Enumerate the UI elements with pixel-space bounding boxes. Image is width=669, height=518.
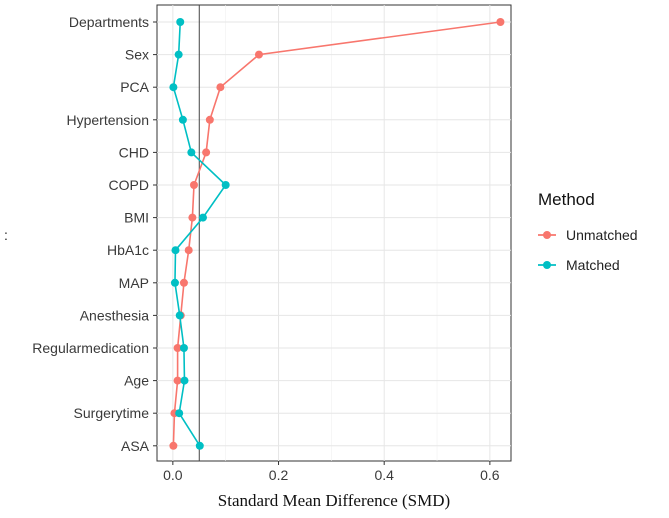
y-label: Age xyxy=(124,373,149,389)
y-label: BMI xyxy=(124,210,149,226)
y-label: PCA xyxy=(120,79,149,95)
y-label: HbA1c xyxy=(107,242,149,258)
series-matched xyxy=(169,18,230,450)
data-point xyxy=(254,50,263,59)
data-point xyxy=(173,344,182,352)
y-axis-labels: Departments Sex PCA Hypertension CHD COPD BMI H… xyxy=(32,14,157,454)
plot-panel xyxy=(156,4,512,462)
legend: Method Unmatched Matched xyxy=(538,190,638,273)
data-point xyxy=(198,213,207,222)
data-point xyxy=(178,115,187,124)
x-tick-label: 0.0 xyxy=(163,467,183,483)
data-point xyxy=(173,376,182,385)
grid-lines xyxy=(157,5,511,461)
data-point xyxy=(187,148,196,157)
data-point xyxy=(174,50,183,59)
y-label: COPD xyxy=(109,177,149,193)
data-point xyxy=(170,278,179,287)
y-label: Sex xyxy=(125,47,149,63)
y-label: Surgerytime xyxy=(74,405,150,421)
data-point xyxy=(171,246,180,255)
data-point xyxy=(496,18,505,26)
data-point xyxy=(216,83,225,92)
data-point xyxy=(221,181,230,189)
data-point xyxy=(169,83,178,92)
x-axis-title: Standard Mean Difference (SMD) xyxy=(218,491,450,510)
data-point xyxy=(184,246,193,255)
data-point xyxy=(176,18,185,26)
legend-key-point xyxy=(543,231,551,239)
y-label: ASA xyxy=(121,438,150,454)
data-point xyxy=(195,441,204,450)
x-axis-ticks: 0.0 0.2 0.4 0.6 xyxy=(163,461,500,483)
series-line-unmatched xyxy=(172,21,501,446)
data-point xyxy=(179,278,188,287)
data-point xyxy=(188,213,197,222)
stray-colon-label: : xyxy=(4,227,8,243)
data-point xyxy=(175,409,184,418)
x-tick-label: 0.6 xyxy=(480,467,500,483)
y-label: Anesthesia xyxy=(80,307,149,323)
legend-item-label: Unmatched xyxy=(566,227,638,243)
y-label: Departments xyxy=(69,14,149,30)
data-point xyxy=(202,148,211,157)
x-tick-label: 0.4 xyxy=(374,467,394,483)
data-point xyxy=(169,441,178,450)
x-tick-label: 0.2 xyxy=(269,467,289,483)
y-label: Hypertension xyxy=(67,112,150,128)
y-label: CHD xyxy=(119,144,149,160)
legend-item-label: Matched xyxy=(566,257,620,273)
data-point xyxy=(179,344,188,352)
series-layer xyxy=(169,18,505,450)
legend-key-point xyxy=(543,261,551,269)
y-label: MAP xyxy=(119,275,149,291)
series-line-matched xyxy=(172,21,227,447)
legend-title: Method xyxy=(538,190,595,209)
data-point xyxy=(175,311,184,320)
data-point xyxy=(180,376,189,385)
data-point xyxy=(189,181,198,189)
data-point xyxy=(205,115,214,124)
y-label: Regularmedication xyxy=(32,340,149,356)
